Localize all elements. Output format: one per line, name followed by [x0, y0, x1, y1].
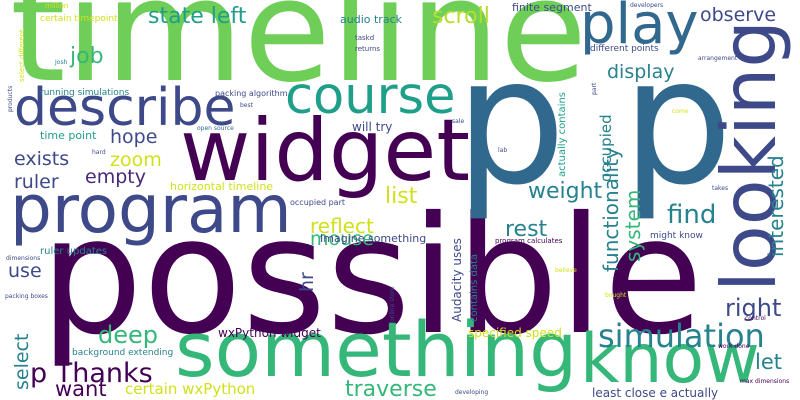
word: traverse: [345, 377, 437, 400]
word: zoom: [110, 149, 162, 171]
word: time point: [40, 129, 97, 142]
word: packing boxes: [5, 293, 48, 300]
word: packing algorithm: [215, 89, 288, 98]
word: least close e actually: [592, 386, 718, 400]
word: believe: [555, 267, 577, 274]
word: want: [55, 377, 107, 400]
word: lab: [498, 147, 507, 154]
word: finite segment: [512, 1, 592, 14]
word: functionality: [599, 147, 623, 272]
word: simulation: [598, 317, 765, 355]
word: select different: [18, 29, 26, 82]
word: use: [8, 260, 42, 282]
word: looking: [705, 20, 793, 292]
word: developers: [630, 2, 663, 9]
word: returns: [355, 45, 380, 53]
word: part: [591, 82, 598, 95]
word: something: [175, 305, 577, 394]
word: know: [580, 320, 760, 399]
word: job: [69, 44, 104, 69]
word: ruler: [14, 171, 59, 193]
word: hard: [92, 149, 106, 156]
word: products: [7, 86, 14, 112]
word: p Thanks: [30, 358, 153, 389]
word: reflect: [310, 214, 374, 238]
word: weight: [528, 179, 603, 204]
word: select: [11, 334, 33, 390]
word: sale: [452, 118, 464, 125]
word: ruler updates: [40, 246, 107, 257]
word: occupied part: [290, 198, 345, 207]
word: online store: [389, 286, 396, 322]
word: empty: [85, 166, 146, 188]
word: exists: [14, 148, 69, 170]
word: rest: [505, 217, 548, 242]
word: state left: [148, 4, 247, 29]
word: audio track: [340, 13, 403, 26]
word: system: [621, 190, 645, 262]
word: takes: [712, 185, 728, 192]
word: find: [667, 200, 716, 230]
word: different points: [590, 44, 659, 54]
word: million: [45, 2, 68, 10]
word: display: [607, 61, 674, 83]
word: certain wxPython: [125, 380, 255, 398]
word: p p: [455, 21, 733, 224]
word: will try: [352, 120, 392, 134]
word: let: [755, 350, 782, 374]
word: developing: [455, 389, 488, 396]
word: describe: [14, 78, 236, 138]
word: specified speed: [468, 326, 562, 340]
word: possible: [40, 183, 703, 371]
word: background extending: [72, 348, 173, 358]
word: mouse: [310, 228, 374, 250]
word: Audacity uses: [450, 238, 464, 322]
word: control: [745, 315, 766, 322]
word: running simulations: [40, 88, 130, 98]
word: play: [580, 0, 699, 57]
word: max dimensions: [740, 378, 789, 385]
word: occupied: [597, 114, 615, 182]
word: best: [240, 102, 254, 109]
word: horizontal timeline: [170, 180, 273, 193]
word: course: [285, 67, 455, 126]
word: open source: [197, 125, 234, 132]
word: hope: [110, 126, 157, 148]
word: program: [10, 171, 292, 248]
word: right: [725, 294, 781, 322]
word: bought: [605, 292, 627, 299]
word: observe: [700, 4, 776, 26]
word: Josh: [54, 59, 68, 66]
word: dimensions: [6, 255, 40, 262]
word: deep: [98, 321, 158, 349]
word: program calculates: [495, 237, 563, 245]
word: widget: [180, 101, 470, 201]
word: interested: [764, 155, 788, 257]
word: might know: [650, 231, 703, 241]
word: work done: [718, 343, 750, 350]
word: certain timepoint: [40, 14, 118, 24]
word: scroll: [432, 4, 490, 29]
word: taskd: [355, 34, 374, 42]
word: arrangement: [698, 55, 738, 62]
word: Imagine something: [320, 232, 426, 245]
word: contains data: [469, 254, 480, 322]
word: hr: [296, 272, 318, 292]
word: actually contains: [557, 92, 568, 177]
word: list: [385, 184, 418, 209]
word: come: [672, 108, 689, 115]
word: timeline: [10, 0, 587, 114]
word: wxPython widget: [218, 326, 321, 340]
